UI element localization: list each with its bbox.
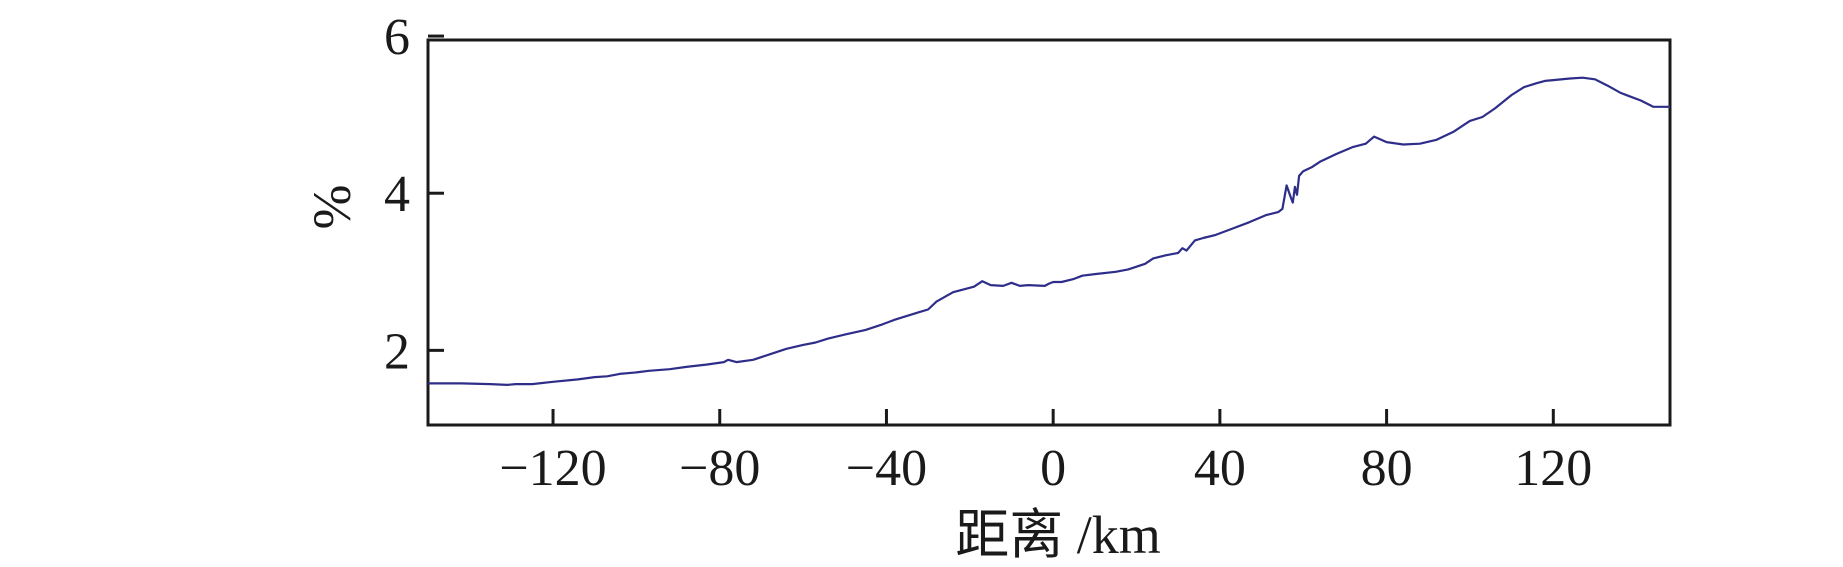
y-tick-label: 6	[384, 9, 410, 66]
x-axis-title: 距离 /km	[955, 505, 1161, 565]
x-tick-label: −40	[846, 440, 927, 497]
x-tick-label: 80	[1361, 440, 1413, 497]
x-tick-label: −80	[679, 440, 760, 497]
series-layer	[428, 76, 1670, 386]
plot-frame	[426, 38, 1672, 427]
series-line	[428, 76, 1670, 386]
x-tick-label: 40	[1194, 440, 1246, 497]
plot-border	[426, 38, 1672, 427]
y-tick-label: 2	[384, 323, 410, 380]
y-axis: 2 4 6	[384, 9, 444, 380]
x-tick-label: −120	[499, 440, 606, 497]
y-tick-label: 4	[384, 166, 410, 223]
y-axis-title: %	[302, 185, 362, 230]
x-tick-label: 0	[1040, 440, 1066, 497]
x-axis: −120 −80 −40 0 40 80 120	[499, 409, 1592, 497]
x-tick-label: 120	[1514, 440, 1592, 497]
